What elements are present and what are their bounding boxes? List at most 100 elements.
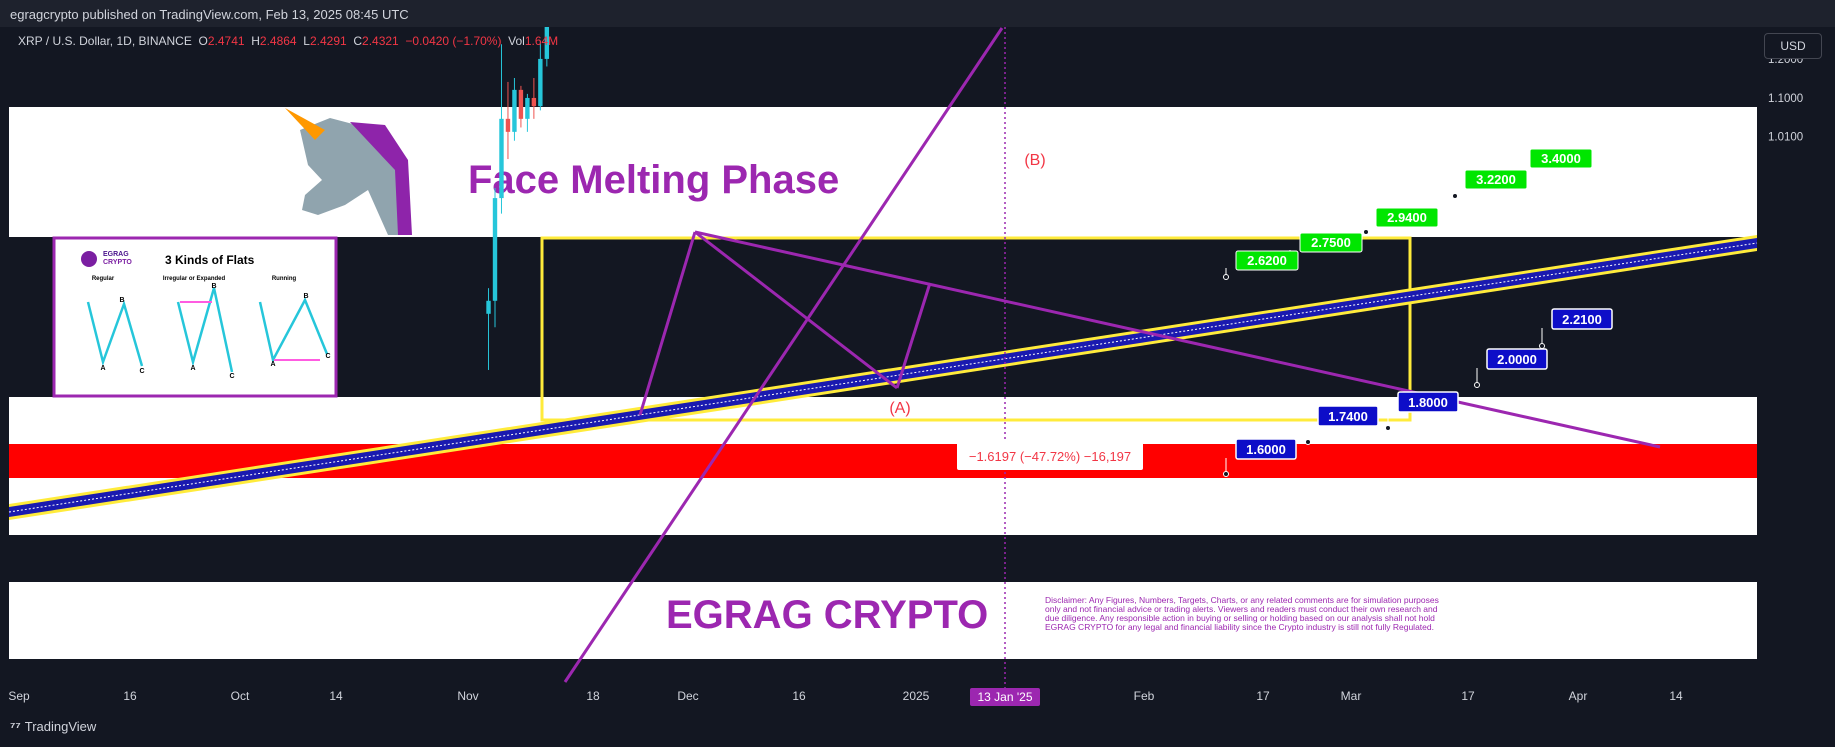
callout-box [1486, 348, 1548, 370]
green-target-callout: 2.9400 [1363, 207, 1439, 235]
wave-a-label: (A) [889, 400, 910, 417]
inset-column-label: Running [272, 276, 297, 282]
callout-anchor [1539, 343, 1545, 349]
candle-body [525, 97, 530, 119]
egrag-logo-icon [81, 251, 97, 267]
inset-point-label: C [325, 353, 330, 360]
face-melting-title: Face Melting Phase [468, 158, 839, 202]
blue-target-callout: 1.7400 [1305, 405, 1379, 445]
inset-column-label: Regular [92, 276, 115, 282]
candle-body [486, 300, 491, 314]
callout-box [1317, 405, 1379, 427]
low-label: L [303, 34, 310, 48]
blue-target-callout: 1.6000 [1223, 438, 1297, 477]
measure-label: −1.6197 (−47.72%) −16,197 [969, 449, 1131, 464]
callout-box [1464, 169, 1528, 190]
currency-button[interactable]: USD [1764, 33, 1822, 59]
callout-box [1235, 250, 1299, 271]
callout-anchor [1223, 274, 1229, 280]
triangle-left-line [638, 231, 697, 416]
callout-text: 3.2200 [1476, 172, 1516, 187]
callout-text: 2.0000 [1497, 352, 1537, 367]
close-label: C [353, 34, 363, 48]
candle-body [492, 198, 498, 301]
open-label: O [198, 34, 208, 48]
triangle-right-line [895, 282, 932, 389]
green-target-callout: 3.2200 [1452, 169, 1528, 199]
inset-point-label: C [229, 373, 234, 380]
y-tick-label: 1.1000 [1768, 93, 1803, 105]
triangle-upper-line [694, 230, 1661, 449]
inset-point-label: B [119, 297, 124, 304]
callout-text: 2.7500 [1311, 235, 1351, 250]
inset-point-label: B [303, 293, 308, 300]
flat-running [258, 297, 329, 364]
y-tick-label: 1.3000 [1768, 27, 1803, 30]
low-value: 2.4291 [309, 34, 347, 48]
high-value: 2.4864 [259, 34, 297, 48]
candle-body [544, 27, 550, 59]
callout-box [1397, 391, 1459, 413]
x-tick-label: 16 [792, 689, 806, 703]
x-tick-label: 18 [586, 689, 600, 703]
candle-body [531, 97, 537, 107]
callout-text: 2.6200 [1247, 253, 1287, 268]
inset-logo-line1: EGRAG [103, 251, 129, 258]
x-tick-label: Feb [1134, 689, 1155, 703]
wave-b-label: (B) [1024, 152, 1045, 169]
callout-text: 2.2100 [1562, 312, 1602, 327]
disclaimer-line: EGRAG CRYPTO for any legal and financial… [1045, 622, 1434, 632]
symbol-name[interactable]: XRP / U.S. Dollar, 1D, BINANCE [18, 34, 192, 48]
blue-target-callout: 2.0000 [1474, 348, 1548, 388]
volume-value: 1.64M [524, 34, 559, 48]
triangle-lower-line [694, 230, 898, 390]
disclaimer-line: only and not financial advice or trading… [1045, 604, 1438, 614]
x-tick-label: 2025 [903, 689, 930, 703]
x-tick-label: 14 [329, 689, 343, 703]
callout-box [1551, 308, 1613, 330]
egrag-crypto-title: EGRAG CRYPTO [666, 593, 988, 637]
open-value: 2.4741 [207, 34, 245, 48]
time-axis: Sep 16 Oct 14 Nov 18 Dec 16 2025 Feb 17 Mar 17 Apr 14 1… [8, 688, 1683, 706]
volume-label: Vol [508, 34, 525, 48]
y-tick-label: 1.0100 [1768, 131, 1803, 143]
crosshair-date-box [970, 688, 1040, 706]
inset-logo-line2: CRYPTO [103, 259, 132, 266]
flat-irregular [176, 287, 234, 373]
callout-text: 1.8000 [1408, 395, 1448, 410]
measure-label-box [957, 442, 1143, 470]
callout-box [1235, 438, 1297, 460]
publish-info: egragcrypto published on TradingView.com… [10, 7, 409, 22]
impulse-line [563, 27, 1004, 683]
x-tick-label: 17 [1256, 689, 1270, 703]
high-label: H [251, 34, 260, 48]
inset-column-label: Irregular or Expanded [163, 276, 226, 282]
blue-target-callout: 1.8000 [1385, 391, 1459, 431]
publish-header: egragcrypto published on TradingView.com… [0, 0, 1835, 27]
symbol-ohlc-bar: XRP / U.S. Dollar, 1D, BINANCE O2.4741 H… [18, 34, 558, 48]
unicorn-head [300, 118, 410, 235]
tradingview-brand: TradingView [24, 719, 97, 734]
x-tick-label: 16 [123, 689, 137, 703]
chart-area[interactable]: EGRAG CRYPTO 3 Kinds of Flats Regular Irregu… [0, 27, 1835, 747]
x-tick-label: Dec [677, 689, 698, 703]
footer-bar [0, 716, 1835, 746]
callout-text: 1.7400 [1328, 409, 1368, 424]
x-tick-label: Nov [457, 689, 478, 703]
blue-target-callout: 2.2100 [1539, 308, 1613, 349]
callout-text: 1.6000 [1246, 442, 1286, 457]
tradingview-logo[interactable]: ⁷⁷ TradingView [10, 719, 96, 734]
callout-anchor [1385, 425, 1391, 431]
tradingview-logo-icon: ⁷⁷ [10, 719, 21, 734]
yellow-box [540, 236, 1412, 422]
close-value: 2.4321 [362, 34, 399, 48]
callout-anchor [1305, 439, 1311, 445]
unicorn-icon [285, 108, 412, 235]
disclaimer-line: Disclaimer: Any Figures, Numbers, Target… [1045, 595, 1439, 605]
callout-anchor [1223, 471, 1229, 477]
price-axis: 4.40004.00003.60003.20002.80002.50002.20… [1768, 27, 1803, 143]
inset-point-label: A [190, 365, 195, 372]
disclaimer-line: due diligence. Any responsible action in… [1045, 613, 1435, 623]
